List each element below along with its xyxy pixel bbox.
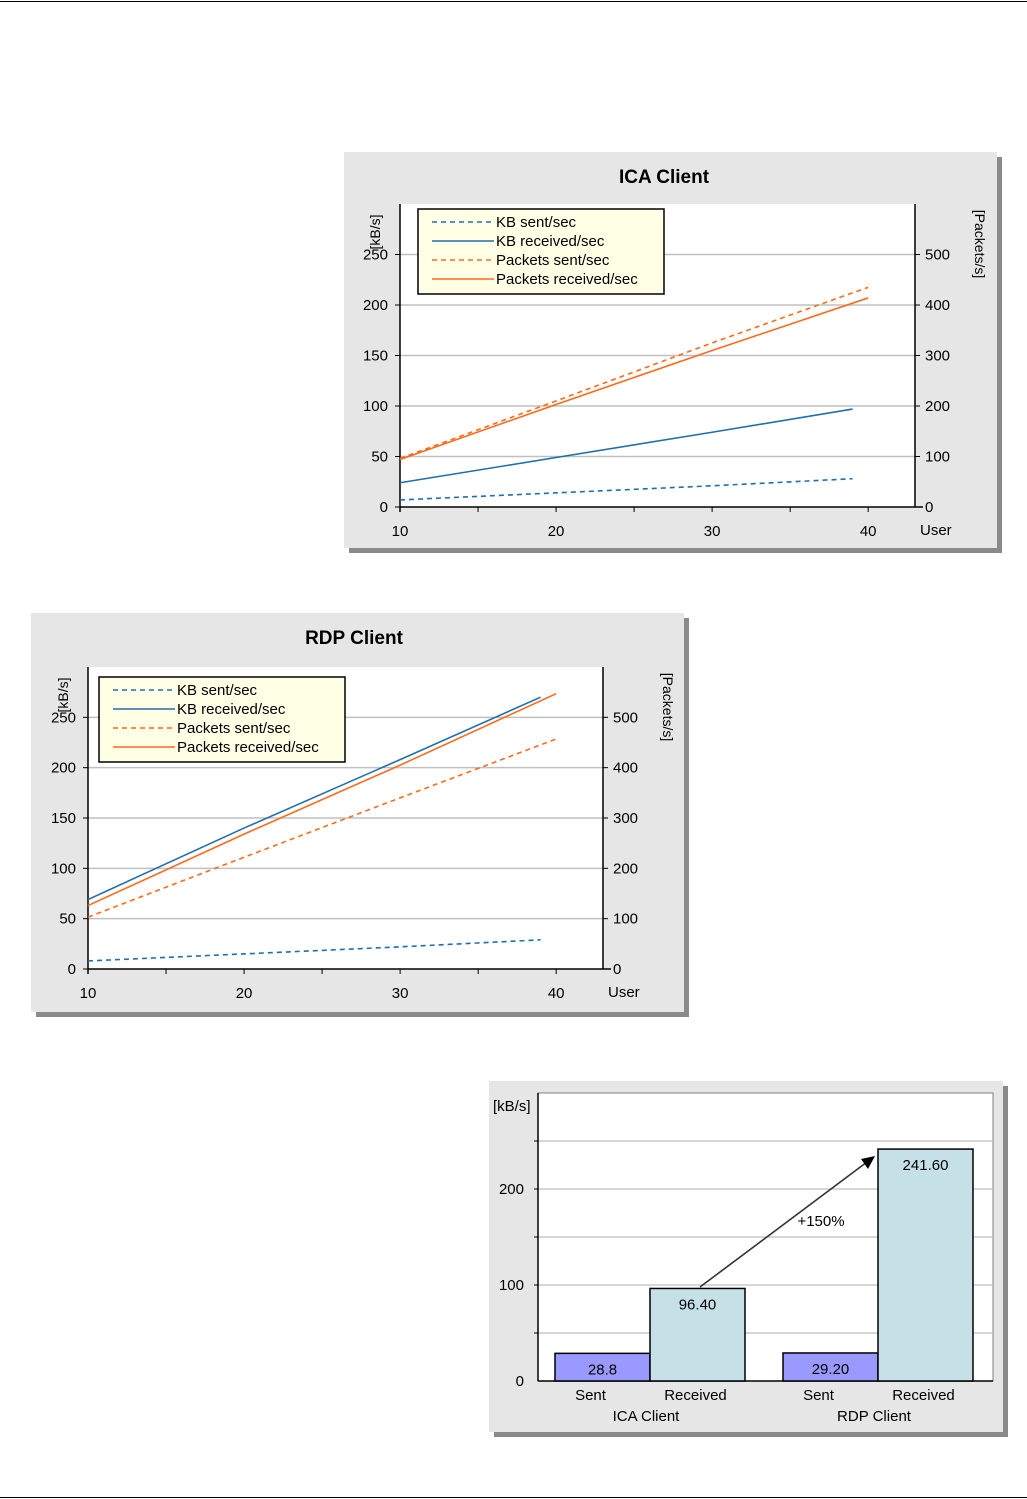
series-line-packets-sent-sec [399,286,869,460]
x-tick-label: 40 [548,985,565,1002]
y2-tick-label: 100 [613,911,638,928]
bar-received [877,1148,974,1382]
increase-arrow [699,1161,868,1288]
legend-label: KB sent/sec [177,682,258,699]
y-axis-label: [kB/s] [493,1098,531,1115]
group-label: RDP Client [837,1408,912,1425]
y-tick-label: 150 [363,348,388,365]
rdp-client-line-chart: 0 50 100 150 200 250 0 100 200 300 400 500 10 20 30 40 U… [31,613,684,1012]
y2-tick-label: 200 [613,860,638,877]
y-tick-label: 200 [51,760,76,777]
x-tick-label: 30 [704,523,721,540]
legend-label: KB received/sec [496,233,605,250]
x-tick-label: 30 [392,985,409,1002]
bandwidth-comparison-bar-chart: 0 100 200 [kB/s] 28.8 Sent 96.40 Received ICA Cl… [489,1081,1003,1432]
x-tick-label: 20 [548,523,565,540]
group-label: ICA Client [613,1408,681,1425]
chart-svg: 0 50 100 150 200 250 0 100 200 300 400 500 10 20 30 40 U… [51,628,676,1002]
y2-tick-label: 400 [925,297,950,314]
series-line-packets-sent-sec [87,738,557,918]
legend: KB sent/sec KB received/sec Packets sent/s… [417,208,665,295]
legend-label: Packets sent/sec [177,720,291,737]
x-tick-label: 20 [236,985,253,1002]
y-tick-label: 250 [363,247,388,264]
category-label: Sent [575,1387,607,1404]
legend-label: Packets received/sec [177,739,319,756]
y-axis-label: [kB/s] [367,214,383,249]
legend-box [98,676,346,763]
legend-box [417,208,665,295]
y2-tick-label: 300 [925,348,950,365]
legend-label: KB received/sec [177,701,286,718]
chart-title: RDP Client [305,628,404,649]
arrowhead-icon [861,1156,875,1169]
category-label: Sent [803,1387,835,1404]
y-tick-label: 0 [516,1373,524,1390]
y2-tick-label: 500 [925,247,950,264]
header-rule [0,1,1027,2]
bar-received [649,1287,746,1382]
series-line-kb-received-sec [399,408,853,484]
y-tick-label: 100 [363,398,388,415]
y-tick-label: 50 [59,911,76,928]
y2-axis-label: [Packets/s] [660,673,676,741]
x-tick-label: 10 [80,985,97,1002]
y-axis-label: [kB/s] [55,677,71,712]
bar-value-label: 96.40 [679,1296,717,1313]
bar-value-label: 241.60 [903,1157,949,1174]
y2-tick-label: 0 [925,499,933,516]
series-line-packets-received-sec [87,692,557,907]
bar-value-label: 28.8 [588,1361,617,1378]
series-line-kb-received-sec [87,696,541,901]
series-line-packets-received-sec [399,297,869,461]
footer-rule [0,1497,1027,1498]
x-tick-label: 40 [860,523,877,540]
y2-tick-label: 300 [613,810,638,827]
x-axis-label: User [608,984,640,1001]
chart-svg: 0 100 200 [kB/s] 28.8 Sent 96.40 Received ICA Cl… [493,1092,994,1425]
y2-tick-label: 0 [613,961,621,978]
series-line-kb-sent-sec [399,477,853,501]
legend-label: Packets received/sec [496,271,638,288]
y2-tick-label: 100 [925,449,950,466]
y-tick-label: 250 [51,709,76,726]
y-tick-label: 200 [499,1181,524,1198]
y-tick-label: 100 [499,1277,524,1294]
legend-label: KB sent/sec [496,214,577,231]
y-tick-label: 50 [371,449,388,466]
y2-tick-label: 200 [925,398,950,415]
category-label: Received [664,1387,727,1404]
chart-svg: 0 50 100 150 200 250 0 100 200 300 400 500 10 20 30 40 U… [363,167,988,540]
y-tick-label: 0 [380,499,388,516]
chart-title: ICA Client [619,167,710,188]
increase-annotation: +150% [797,1213,844,1230]
bar-value-label: 29.20 [812,1361,850,1378]
y2-axis-label: [Packets/s] [972,210,988,278]
y-tick-label: 100 [51,860,76,877]
y-tick-label: 0 [68,961,76,978]
category-label: Received [892,1387,955,1404]
x-axis-label: User [920,522,952,539]
x-tick-label: 10 [392,523,409,540]
legend-label: Packets sent/sec [496,252,610,269]
legend: KB sent/sec KB received/sec Packets sent/s… [98,676,346,763]
y-tick-label: 150 [51,810,76,827]
series-line-kb-sent-sec [87,939,541,962]
y2-tick-label: 400 [613,760,638,777]
y2-tick-label: 500 [613,709,638,726]
ica-client-line-chart: 0 50 100 150 200 250 0 100 200 300 400 500 10 20 30 40 U… [344,152,997,548]
y-tick-label: 200 [363,297,388,314]
